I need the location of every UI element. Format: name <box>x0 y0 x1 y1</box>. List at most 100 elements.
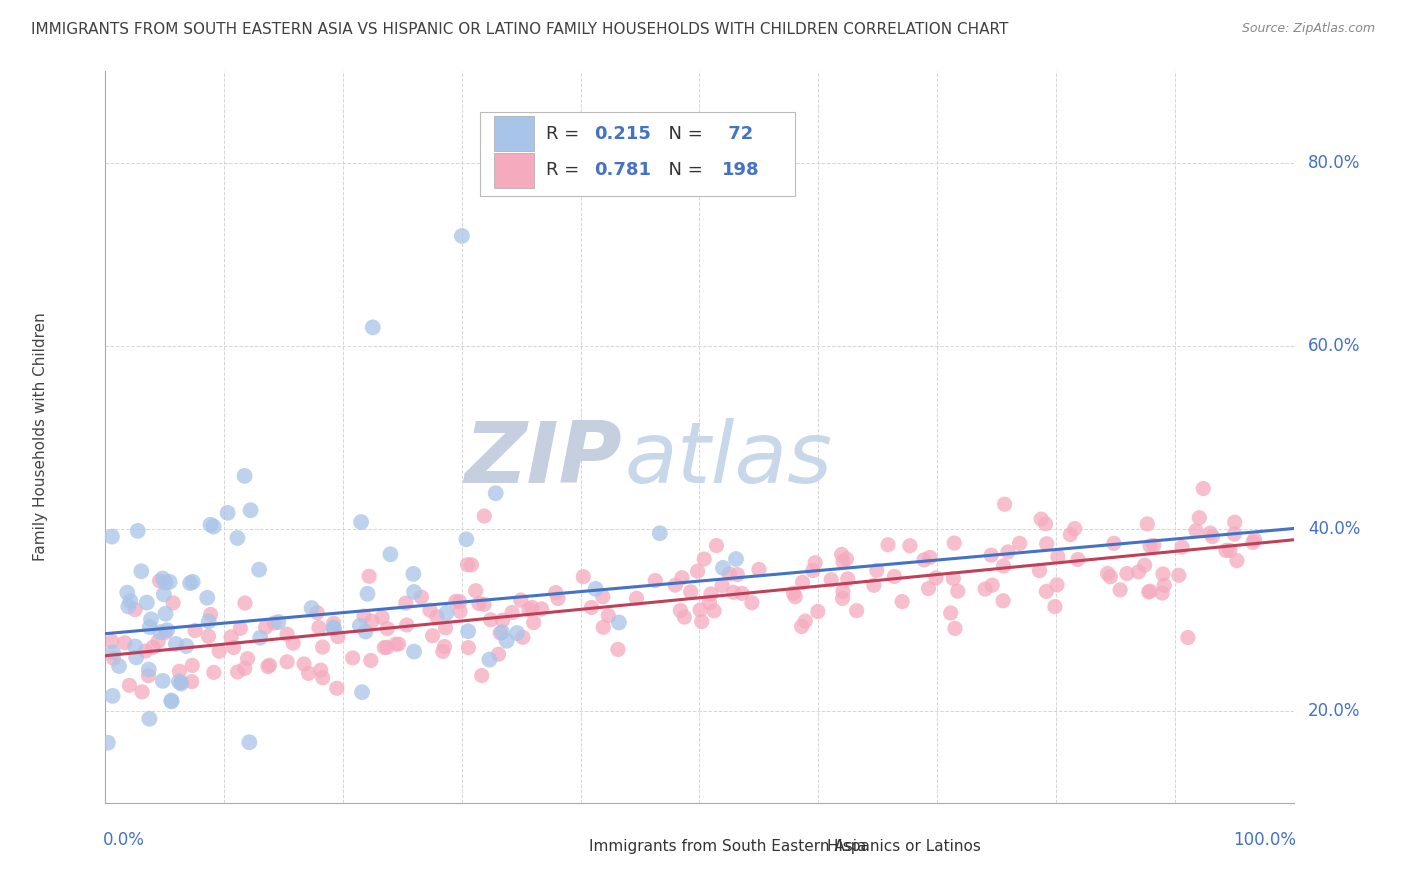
Point <box>686 564 709 578</box>
Point <box>1152 586 1174 600</box>
Point <box>831 548 853 562</box>
Point <box>222 640 245 655</box>
Point <box>1109 582 1132 597</box>
Point <box>741 596 763 610</box>
Point <box>790 619 813 633</box>
Point <box>426 610 449 624</box>
Point <box>115 585 138 599</box>
Point <box>267 615 290 629</box>
Point <box>402 566 425 581</box>
Point <box>491 625 513 640</box>
Point <box>520 600 543 615</box>
Point <box>877 538 900 552</box>
Point <box>460 558 482 572</box>
Point <box>863 578 886 592</box>
Point <box>239 503 262 517</box>
Point <box>138 663 160 677</box>
Point <box>311 640 333 654</box>
Point <box>837 572 859 586</box>
Point <box>1028 564 1050 578</box>
Point <box>388 637 411 651</box>
Point <box>782 586 804 600</box>
Point <box>693 552 716 566</box>
Point <box>1116 566 1139 581</box>
Point <box>433 640 456 654</box>
Point <box>434 621 457 635</box>
Point <box>918 550 941 565</box>
Point <box>980 548 1002 562</box>
Point <box>350 515 373 529</box>
Point <box>509 593 531 607</box>
Text: N =: N = <box>657 125 709 143</box>
Point <box>247 563 270 577</box>
Point <box>1035 516 1057 531</box>
Point <box>301 601 323 615</box>
Point <box>801 563 824 577</box>
Point <box>512 631 534 645</box>
Point <box>373 640 395 655</box>
Point <box>195 591 218 605</box>
Point <box>308 621 330 635</box>
Point <box>165 637 187 651</box>
Point <box>202 519 225 533</box>
Point <box>311 671 333 685</box>
Point <box>233 661 256 675</box>
Point <box>1192 482 1215 496</box>
Point <box>1201 530 1223 544</box>
Point <box>450 228 472 243</box>
Point <box>1067 552 1090 566</box>
Point <box>226 665 249 679</box>
Point <box>384 637 406 651</box>
Point <box>939 606 962 620</box>
Point <box>832 584 855 599</box>
Point <box>197 615 219 629</box>
Point <box>197 629 219 643</box>
Point <box>917 582 939 596</box>
Point <box>259 658 281 673</box>
Point <box>138 620 160 634</box>
Point <box>718 566 741 581</box>
Point <box>159 574 181 589</box>
Point <box>748 562 770 576</box>
Text: R =: R = <box>546 125 585 143</box>
Point <box>276 655 298 669</box>
Text: Source: ZipAtlas.com: Source: ZipAtlas.com <box>1241 22 1375 36</box>
Point <box>457 640 479 655</box>
Point <box>648 526 671 541</box>
Point <box>489 626 512 640</box>
Point <box>671 571 693 585</box>
Point <box>792 575 814 590</box>
Point <box>1185 524 1208 538</box>
Point <box>585 582 607 596</box>
Point <box>471 668 494 682</box>
Bar <box>794 837 821 858</box>
Point <box>981 578 1004 592</box>
Point <box>229 622 252 636</box>
Point <box>219 630 242 644</box>
Text: Family Households with Children: Family Households with Children <box>32 313 48 561</box>
Point <box>669 603 692 617</box>
Point <box>523 615 546 630</box>
Point <box>835 552 858 566</box>
Point <box>1035 584 1057 599</box>
Point <box>457 558 479 572</box>
Point <box>148 574 170 588</box>
Point <box>607 615 630 630</box>
Point <box>322 621 344 635</box>
Point <box>1063 522 1085 536</box>
Point <box>155 607 177 621</box>
Point <box>375 622 398 636</box>
Point <box>395 596 418 610</box>
Point <box>181 574 204 589</box>
Point <box>1153 578 1175 592</box>
Point <box>1223 515 1246 529</box>
Text: 20.0%: 20.0% <box>1308 702 1360 721</box>
Point <box>703 604 725 618</box>
Point <box>167 674 190 689</box>
Point <box>160 694 183 708</box>
Point <box>943 536 966 550</box>
Point <box>794 614 817 628</box>
Point <box>138 712 160 726</box>
Bar <box>557 837 583 858</box>
Text: 80.0%: 80.0% <box>1308 153 1360 172</box>
